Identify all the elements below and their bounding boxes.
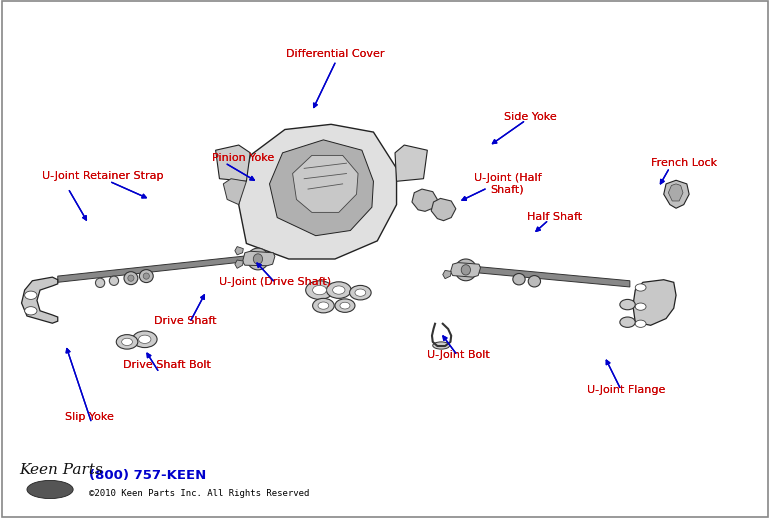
- Circle shape: [350, 285, 371, 300]
- Ellipse shape: [128, 275, 134, 281]
- Text: U-Joint (Half
Shaft): U-Joint (Half Shaft): [474, 173, 541, 195]
- Polygon shape: [664, 180, 689, 208]
- Text: Drive Shaft: Drive Shaft: [154, 316, 216, 326]
- Polygon shape: [633, 280, 676, 325]
- Ellipse shape: [27, 481, 73, 498]
- Circle shape: [25, 291, 37, 299]
- Text: Differential Cover: Differential Cover: [286, 49, 384, 60]
- Circle shape: [340, 303, 350, 309]
- Text: Pinion Yoke: Pinion Yoke: [212, 153, 274, 163]
- Circle shape: [25, 307, 37, 315]
- Circle shape: [335, 299, 355, 312]
- Polygon shape: [293, 155, 358, 212]
- Ellipse shape: [455, 259, 477, 281]
- Text: U-Joint Retainer Strap: U-Joint Retainer Strap: [42, 171, 164, 181]
- Circle shape: [139, 335, 151, 343]
- Circle shape: [333, 286, 345, 294]
- Polygon shape: [443, 270, 451, 279]
- Text: U-Joint (Half
Shaft): U-Joint (Half Shaft): [474, 173, 541, 195]
- Text: U-Joint (Drive Shaft): U-Joint (Drive Shaft): [219, 277, 332, 287]
- Text: U-Joint Retainer Strap: U-Joint Retainer Strap: [42, 171, 164, 181]
- Circle shape: [318, 302, 329, 309]
- Polygon shape: [668, 184, 683, 201]
- Circle shape: [313, 298, 334, 313]
- Text: French Lock: French Lock: [651, 158, 717, 168]
- Text: Half Shaft: Half Shaft: [527, 211, 583, 222]
- Circle shape: [326, 282, 351, 298]
- Ellipse shape: [143, 273, 149, 279]
- Circle shape: [355, 289, 366, 296]
- Text: Half Shaft: Half Shaft: [527, 211, 583, 222]
- Ellipse shape: [461, 265, 470, 275]
- Text: Slip Yoke: Slip Yoke: [65, 412, 114, 422]
- Polygon shape: [239, 124, 397, 259]
- Circle shape: [620, 317, 635, 327]
- Text: U-Joint (Drive Shaft): U-Joint (Drive Shaft): [219, 277, 332, 287]
- Text: (800) 757-KEEN: (800) 757-KEEN: [89, 469, 206, 482]
- Polygon shape: [431, 198, 456, 221]
- Ellipse shape: [109, 276, 119, 285]
- Circle shape: [313, 285, 326, 295]
- Text: Side Yoke: Side Yoke: [504, 111, 557, 122]
- Circle shape: [635, 320, 646, 327]
- Text: U-Joint Flange: U-Joint Flange: [587, 384, 665, 395]
- Circle shape: [132, 331, 157, 348]
- Polygon shape: [216, 145, 250, 181]
- Polygon shape: [58, 255, 256, 282]
- Text: Drive Shaft Bolt: Drive Shaft Bolt: [123, 360, 211, 370]
- Ellipse shape: [528, 276, 541, 287]
- Text: Differential Cover: Differential Cover: [286, 49, 384, 60]
- Text: Drive Shaft Bolt: Drive Shaft Bolt: [123, 360, 211, 370]
- Ellipse shape: [513, 274, 525, 285]
- Text: U-Joint Bolt: U-Joint Bolt: [427, 350, 490, 360]
- Circle shape: [620, 299, 635, 310]
- Text: U-Joint Bolt: U-Joint Bolt: [427, 350, 490, 360]
- Ellipse shape: [433, 342, 450, 349]
- Text: ©2010 Keen Parts Inc. All Rights Reserved: ©2010 Keen Parts Inc. All Rights Reserve…: [89, 488, 309, 498]
- Ellipse shape: [95, 278, 105, 287]
- Text: Keen Parts: Keen Parts: [19, 463, 103, 478]
- Circle shape: [635, 284, 646, 291]
- Ellipse shape: [247, 248, 269, 270]
- Polygon shape: [468, 266, 630, 287]
- Ellipse shape: [124, 272, 138, 285]
- Polygon shape: [450, 263, 480, 277]
- Polygon shape: [223, 179, 246, 205]
- Polygon shape: [270, 140, 373, 236]
- Text: Side Yoke: Side Yoke: [504, 111, 557, 122]
- Ellipse shape: [253, 254, 263, 264]
- Circle shape: [635, 303, 646, 310]
- Ellipse shape: [139, 270, 153, 283]
- Polygon shape: [22, 277, 58, 323]
- Text: Slip Yoke: Slip Yoke: [65, 412, 114, 422]
- Circle shape: [116, 335, 138, 349]
- Polygon shape: [243, 251, 275, 266]
- Polygon shape: [235, 247, 243, 255]
- Text: U-Joint Flange: U-Joint Flange: [587, 384, 665, 395]
- Circle shape: [306, 281, 333, 299]
- Polygon shape: [412, 189, 437, 211]
- Text: Pinion Yoke: Pinion Yoke: [212, 153, 274, 163]
- Text: French Lock: French Lock: [651, 158, 717, 168]
- Polygon shape: [395, 145, 427, 181]
- Circle shape: [122, 338, 132, 346]
- Text: Drive Shaft: Drive Shaft: [154, 316, 216, 326]
- Polygon shape: [235, 260, 243, 268]
